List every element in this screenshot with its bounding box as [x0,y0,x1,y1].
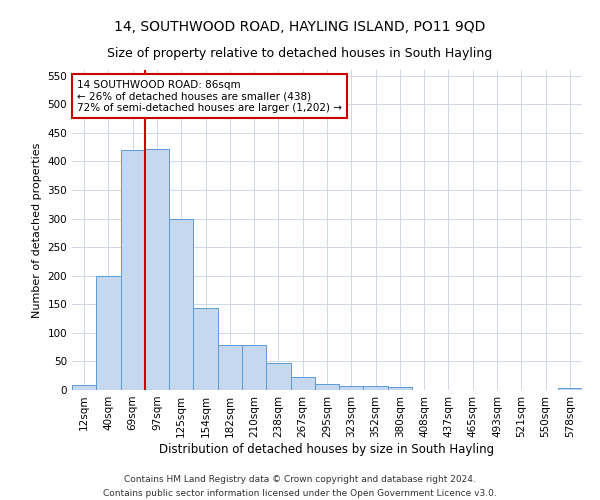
Text: Size of property relative to detached houses in South Hayling: Size of property relative to detached ho… [107,48,493,60]
Bar [169,218,193,390]
Bar [193,308,218,390]
Bar [339,386,364,390]
Bar [558,388,582,390]
Bar [96,276,121,390]
Bar [266,362,290,390]
Bar [72,386,96,390]
Bar [315,384,339,390]
Text: 14 SOUTHWOOD ROAD: 86sqm
← 26% of detached houses are smaller (438)
72% of semi-: 14 SOUTHWOOD ROAD: 86sqm ← 26% of detach… [77,80,342,113]
Text: Contains HM Land Registry data © Crown copyright and database right 2024.
Contai: Contains HM Land Registry data © Crown c… [103,476,497,498]
X-axis label: Distribution of detached houses by size in South Hayling: Distribution of detached houses by size … [160,442,494,456]
Bar [121,150,145,390]
Bar [218,346,242,390]
Y-axis label: Number of detached properties: Number of detached properties [32,142,42,318]
Bar [364,386,388,390]
Text: 14, SOUTHWOOD ROAD, HAYLING ISLAND, PO11 9QD: 14, SOUTHWOOD ROAD, HAYLING ISLAND, PO11… [115,20,485,34]
Bar [388,386,412,390]
Bar [242,346,266,390]
Bar [145,149,169,390]
Bar [290,378,315,390]
